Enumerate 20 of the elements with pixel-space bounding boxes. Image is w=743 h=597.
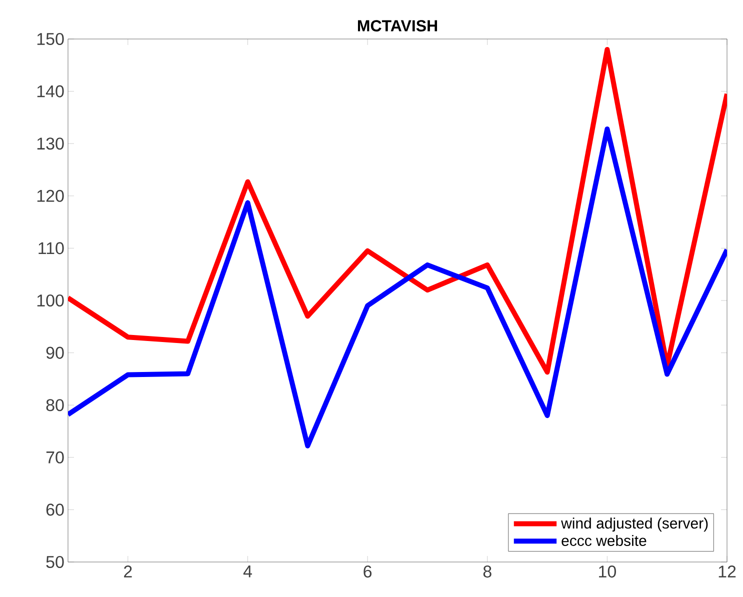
- x-tick-label: 6: [364, 566, 372, 578]
- y-tick-label: 90: [46, 346, 64, 359]
- x-tick-label: 12: [718, 566, 736, 578]
- y-tick-label: 140: [37, 85, 64, 98]
- y-tick-label: 60: [46, 504, 64, 516]
- y-tick-label: 150: [37, 32, 64, 46]
- x-tick-label: 8: [483, 566, 492, 578]
- y-tick-label: 50: [46, 556, 64, 568]
- y-tick-label: 70: [46, 451, 64, 464]
- legend-label: wind adjusted (server): [561, 518, 708, 532]
- y-tick-label: 120: [37, 190, 64, 202]
- y-tick-label: 80: [46, 399, 64, 412]
- legend-label: eccc website: [562, 534, 646, 546]
- y-tick-label: 110: [38, 242, 64, 254]
- y-tick-label: 100: [37, 294, 64, 307]
- y-tick-label: 130: [37, 138, 64, 150]
- x-tick-label: 10: [599, 566, 616, 578]
- chart-title: MCTAVISH: [358, 20, 438, 32]
- x-tick-label: 4: [243, 566, 252, 578]
- x-tick-label: 2: [124, 566, 132, 578]
